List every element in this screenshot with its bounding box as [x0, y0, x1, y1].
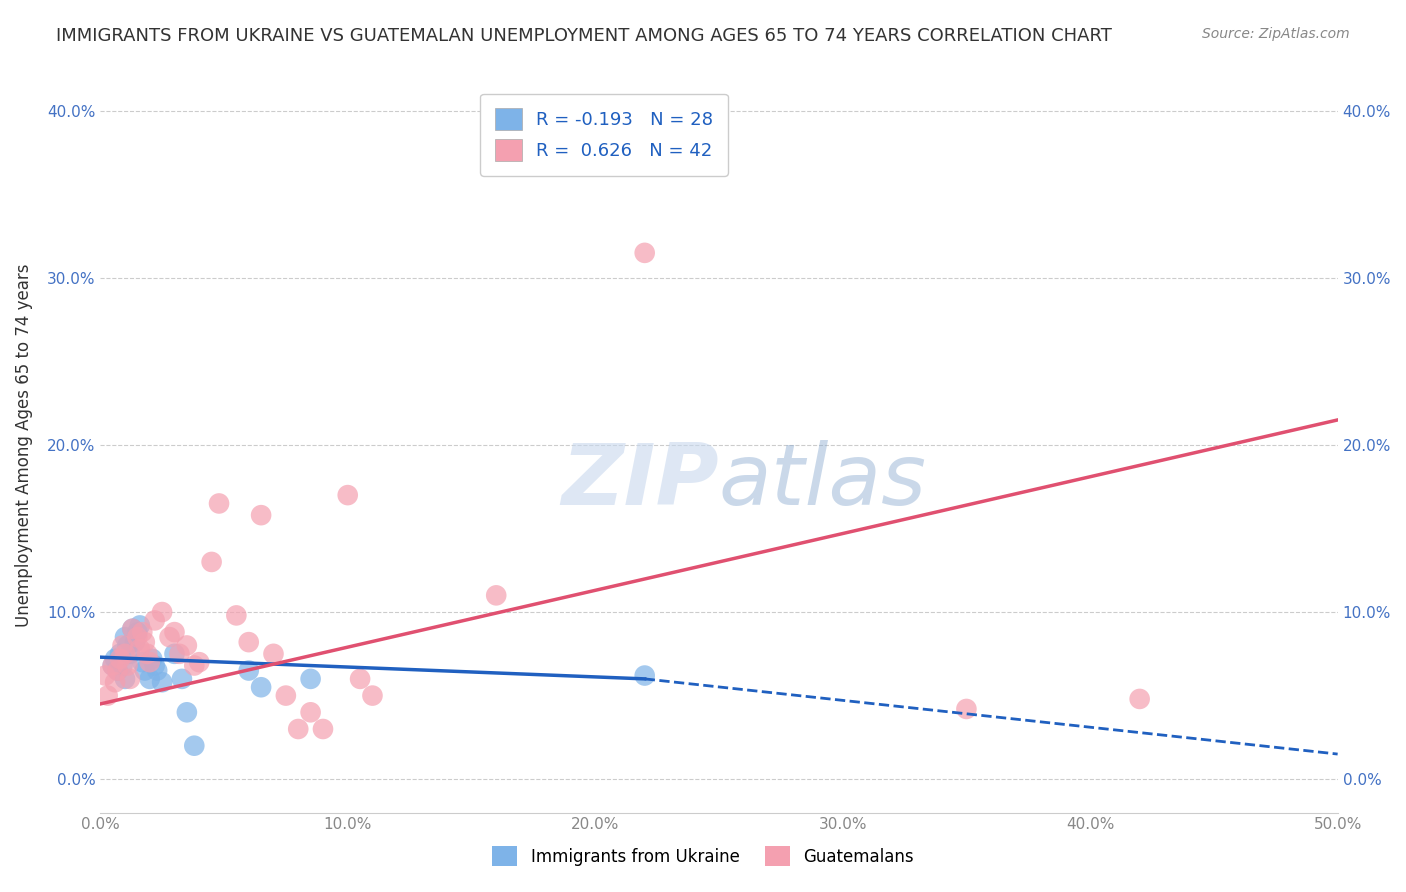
Point	[312, 722, 335, 736]
Point	[118, 647, 141, 661]
Point	[108, 647, 131, 661]
Point	[201, 555, 224, 569]
Point	[143, 658, 166, 673]
Point	[134, 635, 156, 649]
Point	[146, 664, 169, 678]
Point	[634, 668, 657, 682]
Point	[183, 739, 205, 753]
Legend: Immigrants from Ukraine, Guatemalans: Immigrants from Ukraine, Guatemalans	[484, 838, 922, 875]
Point	[111, 658, 134, 673]
Point	[299, 672, 322, 686]
Point	[176, 706, 198, 720]
Point	[107, 664, 129, 678]
Point	[117, 639, 139, 653]
Point	[131, 655, 153, 669]
Point	[136, 647, 159, 661]
Point	[127, 625, 149, 640]
Point	[114, 672, 136, 686]
Point	[94, 668, 117, 682]
Point	[225, 608, 247, 623]
Point	[169, 647, 191, 661]
Point	[299, 706, 322, 720]
Point	[238, 635, 260, 649]
Point	[97, 689, 120, 703]
Point	[111, 639, 134, 653]
Point	[159, 630, 181, 644]
Point	[101, 658, 124, 673]
Point	[141, 652, 163, 666]
Point	[124, 635, 146, 649]
Point	[128, 618, 150, 632]
Point	[104, 675, 127, 690]
Point	[108, 652, 131, 666]
Point	[170, 672, 193, 686]
Legend: R = -0.193   N = 28, R =  0.626   N = 42: R = -0.193 N = 28, R = 0.626 N = 42	[481, 94, 728, 176]
Point	[176, 639, 198, 653]
Point	[485, 588, 508, 602]
Text: atlas: atlas	[718, 441, 927, 524]
Point	[1129, 692, 1152, 706]
Point	[128, 641, 150, 656]
Point	[183, 658, 205, 673]
Point	[104, 652, 127, 666]
Point	[114, 630, 136, 644]
Point	[163, 625, 186, 640]
Point	[188, 655, 211, 669]
Text: ZIP: ZIP	[561, 441, 718, 524]
Point	[634, 245, 657, 260]
Point	[121, 622, 143, 636]
Point	[336, 488, 359, 502]
Point	[139, 655, 162, 669]
Text: IMMIGRANTS FROM UKRAINE VS GUATEMALAN UNEMPLOYMENT AMONG AGES 65 TO 74 YEARS COR: IMMIGRANTS FROM UKRAINE VS GUATEMALAN UN…	[56, 27, 1112, 45]
Point	[250, 680, 273, 694]
Point	[287, 722, 309, 736]
Point	[208, 496, 231, 510]
Point	[118, 672, 141, 686]
Point	[107, 664, 129, 678]
Point	[121, 622, 143, 636]
Point	[955, 702, 977, 716]
Point	[127, 630, 149, 644]
Point	[134, 664, 156, 678]
Point	[263, 647, 285, 661]
Point	[250, 508, 273, 523]
Point	[114, 647, 136, 661]
Point	[163, 647, 186, 661]
Point	[131, 625, 153, 640]
Point	[349, 672, 371, 686]
Y-axis label: Unemployment Among Ages 65 to 74 years: Unemployment Among Ages 65 to 74 years	[15, 263, 32, 627]
Point	[238, 664, 260, 678]
Point	[361, 689, 384, 703]
Point	[143, 614, 166, 628]
Point	[150, 675, 173, 690]
Point	[139, 672, 162, 686]
Point	[117, 658, 139, 673]
Point	[274, 689, 297, 703]
Point	[101, 658, 124, 673]
Point	[150, 605, 173, 619]
Text: Source: ZipAtlas.com: Source: ZipAtlas.com	[1202, 27, 1350, 41]
